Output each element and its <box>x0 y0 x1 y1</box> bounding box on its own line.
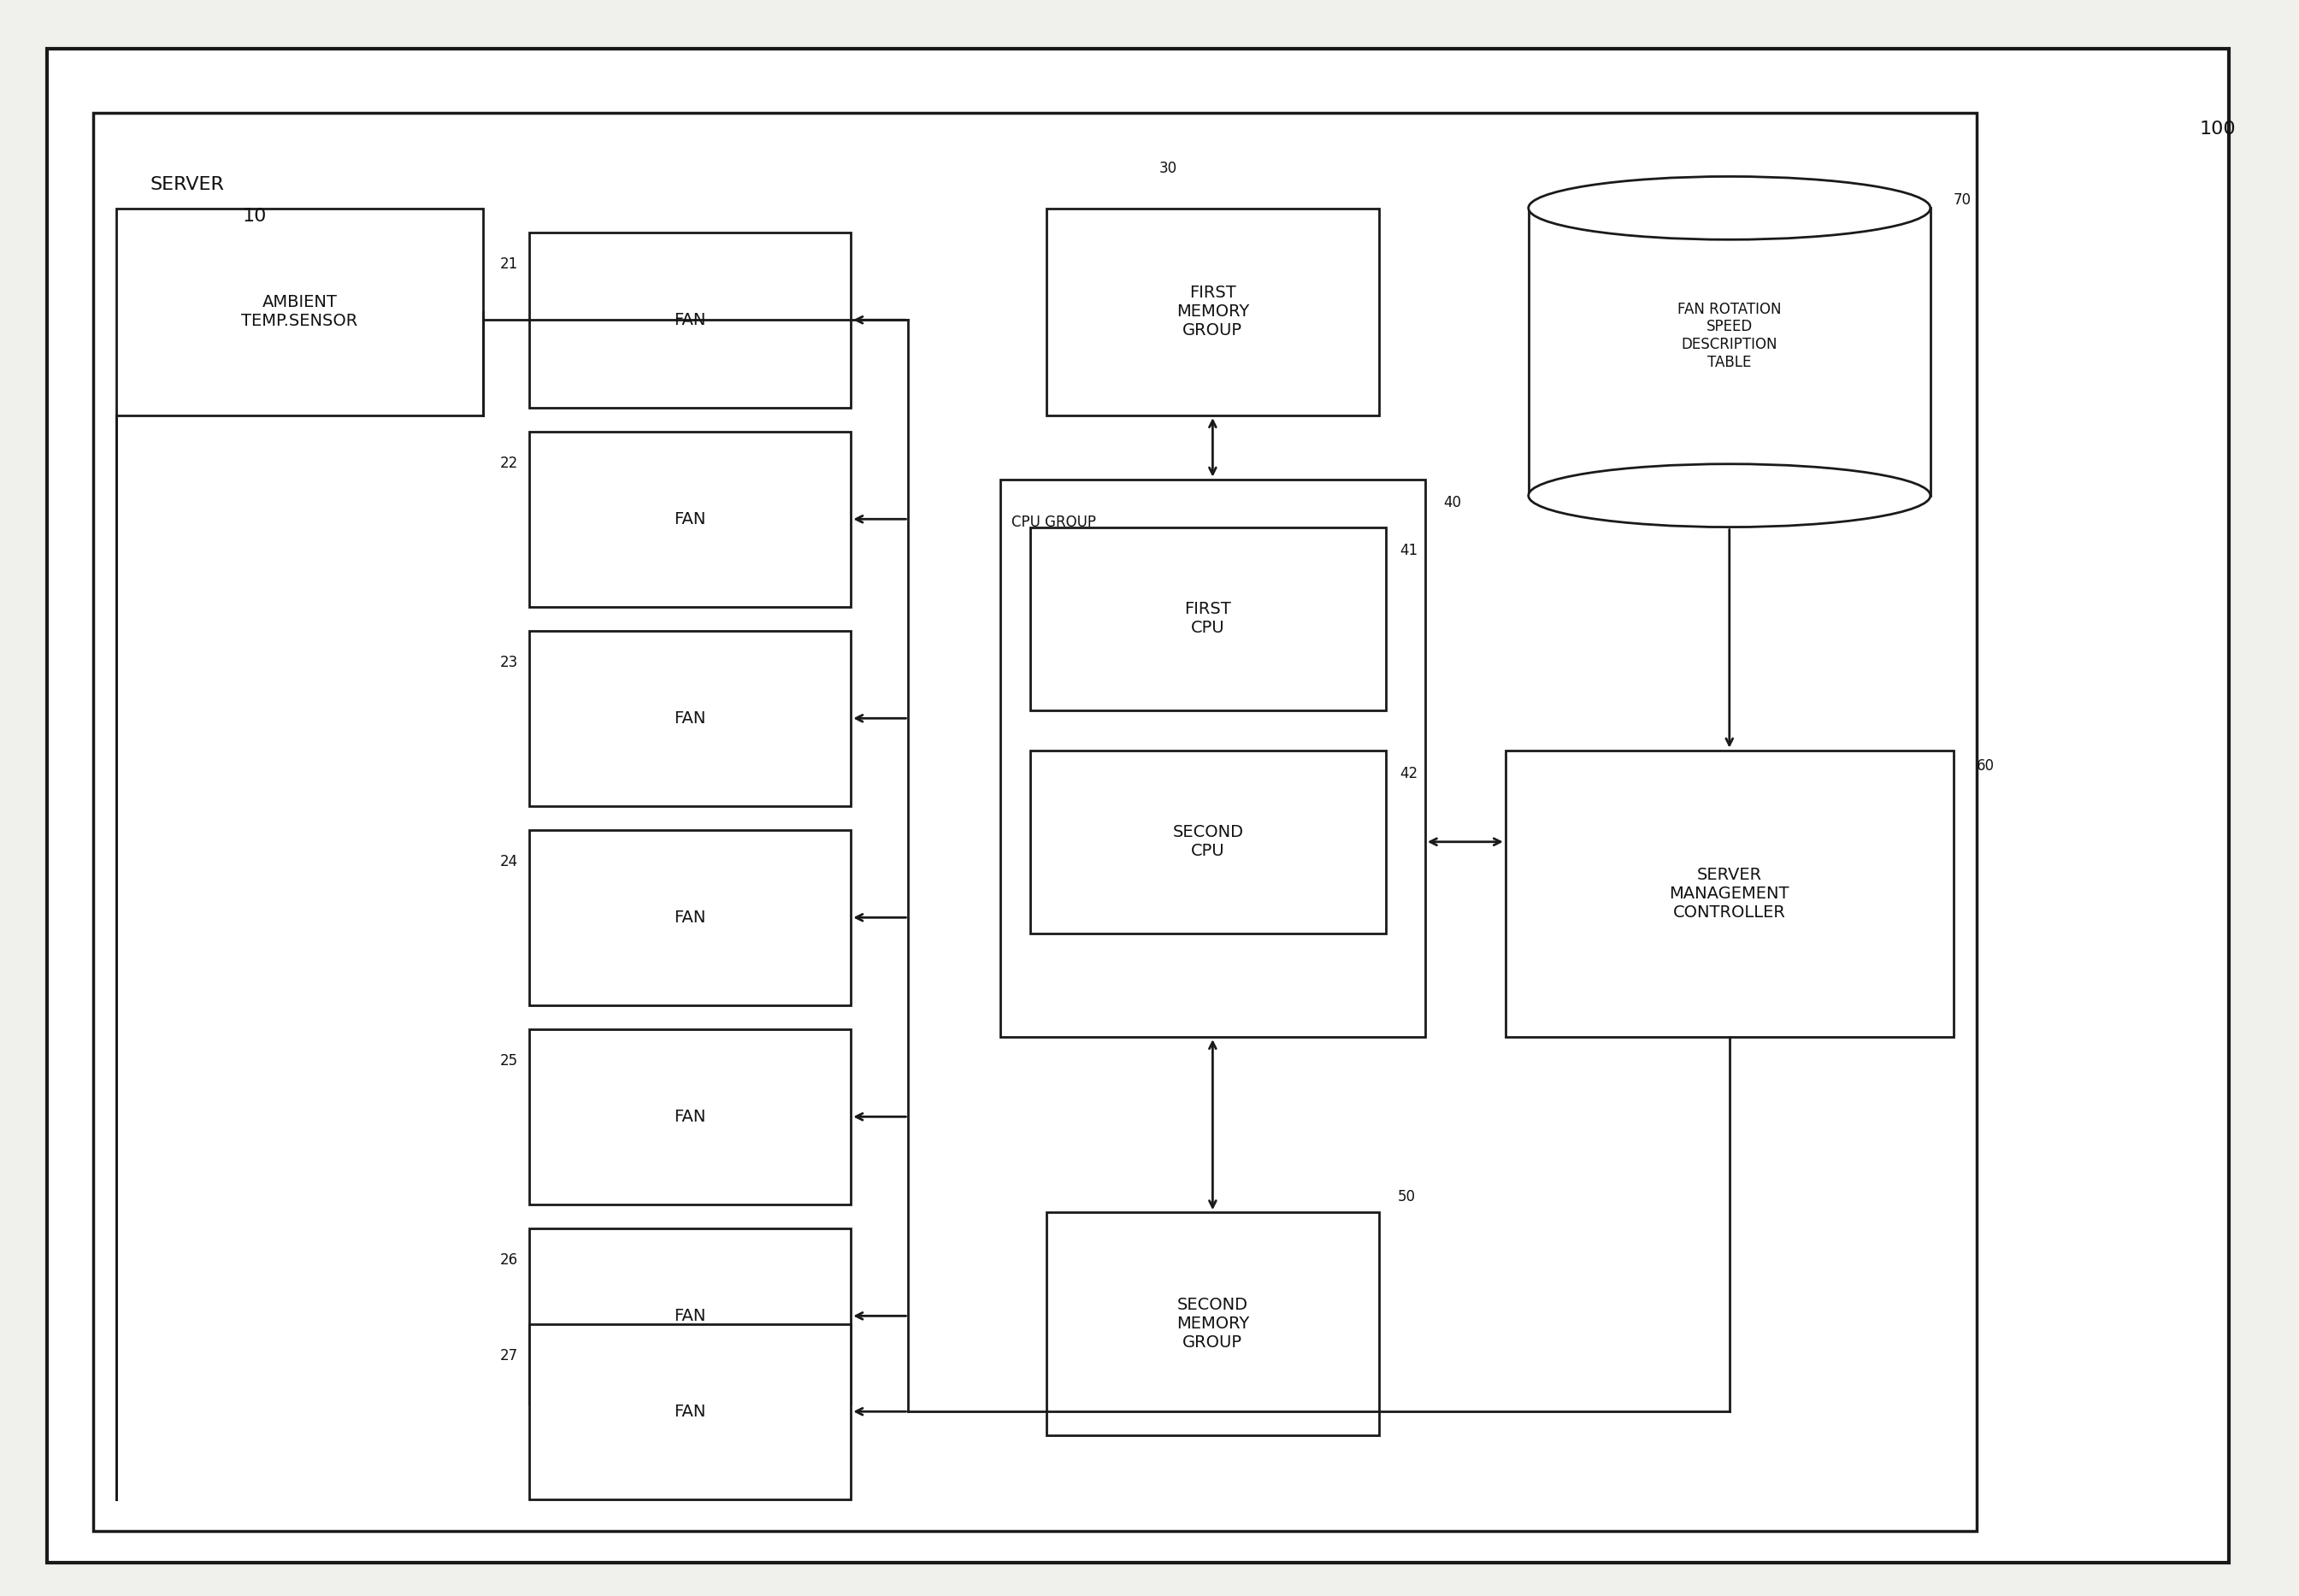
Text: SERVER: SERVER <box>149 176 225 193</box>
Ellipse shape <box>1529 177 1931 239</box>
Text: FAN: FAN <box>674 710 706 726</box>
Text: 100: 100 <box>2200 120 2235 137</box>
Bar <box>529 1325 851 1499</box>
Text: 22: 22 <box>499 455 517 471</box>
Bar <box>529 1029 851 1205</box>
Text: FAN: FAN <box>674 511 706 527</box>
Bar <box>115 209 483 415</box>
Bar <box>1030 527 1386 710</box>
Text: CPU GROUP: CPU GROUP <box>1012 514 1097 530</box>
Text: FAN: FAN <box>674 910 706 926</box>
Text: 27: 27 <box>499 1349 517 1363</box>
Text: 42: 42 <box>1400 766 1418 782</box>
Text: AMBIENT
TEMP.SENSOR: AMBIENT TEMP.SENSOR <box>241 294 359 329</box>
Text: 50: 50 <box>1398 1189 1416 1205</box>
Text: FAN: FAN <box>674 311 706 329</box>
Text: 21: 21 <box>499 257 517 271</box>
Text: FAN ROTATION
SPEED
DESCRIPTION
TABLE: FAN ROTATION SPEED DESCRIPTION TABLE <box>1678 302 1782 370</box>
Bar <box>1529 207 1931 495</box>
Text: FAN: FAN <box>674 1307 706 1325</box>
Bar <box>1030 750 1386 934</box>
Text: 26: 26 <box>499 1253 517 1267</box>
Text: 30: 30 <box>1159 161 1177 176</box>
Text: FIRST
MEMORY
GROUP: FIRST MEMORY GROUP <box>1177 286 1248 338</box>
Bar <box>529 830 851 1005</box>
Text: SECOND
CPU: SECOND CPU <box>1172 824 1244 859</box>
Bar <box>529 630 851 806</box>
Bar <box>1046 1213 1379 1435</box>
Text: 70: 70 <box>1954 193 1970 207</box>
Ellipse shape <box>1529 464 1931 527</box>
Bar <box>529 431 851 606</box>
Text: 10: 10 <box>241 207 267 225</box>
Bar <box>92 113 1977 1531</box>
Text: 60: 60 <box>1977 758 1993 774</box>
Text: 23: 23 <box>499 654 517 670</box>
Text: 24: 24 <box>499 854 517 870</box>
Bar <box>1000 479 1425 1037</box>
Text: 41: 41 <box>1400 543 1418 559</box>
Text: 40: 40 <box>1444 495 1462 511</box>
Text: FAN: FAN <box>674 1109 706 1125</box>
Text: SECOND
MEMORY
GROUP: SECOND MEMORY GROUP <box>1177 1298 1248 1350</box>
Text: FAN: FAN <box>674 1403 706 1420</box>
Bar <box>529 1229 851 1403</box>
Bar <box>529 233 851 407</box>
Text: FIRST
CPU: FIRST CPU <box>1184 602 1232 637</box>
Bar <box>1506 750 1954 1037</box>
Bar <box>1046 209 1379 415</box>
Text: 25: 25 <box>499 1053 517 1069</box>
Text: SERVER
MANAGEMENT
CONTROLLER: SERVER MANAGEMENT CONTROLLER <box>1669 867 1789 921</box>
